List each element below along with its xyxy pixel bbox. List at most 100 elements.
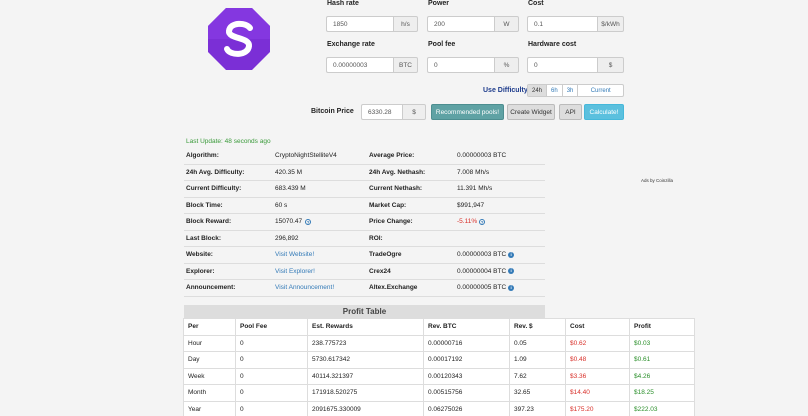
info-row: Explorer: Visit Explorer! Crex24 0.00000…	[184, 264, 545, 280]
hash-rate-group: 1850 h/s	[326, 16, 418, 32]
current-nethash-value: 11.391 Mh/s	[457, 185, 493, 193]
cost-label: Cost	[528, 0, 544, 7]
cell-rev-btc: 0.00120343	[423, 367, 510, 385]
block-time-label: Block Time:	[186, 201, 223, 209]
hardware-cost-unit: $	[597, 57, 624, 73]
cell-profit: $0.03	[629, 334, 695, 352]
algorithm-value: CryptoNightStelliteV4	[275, 152, 337, 160]
avg-difficulty-value: 420.35 M	[275, 168, 303, 176]
crex24-label: Crex24	[369, 267, 391, 275]
info-icon[interactable]: i	[508, 268, 515, 275]
profit-table-title: Profit Table	[184, 305, 545, 318]
cell-rev-usd: 1.09	[509, 351, 566, 369]
cell-pool-fee: 0	[235, 384, 308, 402]
calculate-button[interactable]: Calculate!	[584, 104, 624, 120]
cell-per: Hour	[183, 334, 236, 352]
use-difficulty-label: Use Difficulty	[483, 87, 528, 94]
cell-per: Week	[183, 367, 236, 385]
difficulty-option-current[interactable]: Current	[590, 87, 611, 94]
cell-rev-btc: 0.06275026	[423, 400, 510, 416]
col-est-rewards: Est. Rewards	[307, 318, 424, 336]
average-price-value: 0.00000003 BTC	[457, 152, 507, 160]
pool-fee-group: 0 %	[427, 57, 519, 73]
info-row: Announcement: Visit Announcement! Altex.…	[184, 280, 545, 297]
cell-rev-btc: 0.00515756	[423, 384, 510, 402]
hardware-cost-group: 0 $	[527, 57, 624, 73]
table-row: Hour 0 238.775723 0.00000716 0.05 $0.62 …	[183, 334, 695, 352]
bitcoin-price-input[interactable]: 6330.28	[361, 104, 402, 120]
crex24-value: 0.00000004 BTC	[457, 267, 507, 275]
price-change-value: -5.11%	[457, 218, 478, 226]
cell-pool-fee: 0	[235, 334, 308, 352]
coin-info-grid: Algorithm: CryptoNightStelliteV4 Average…	[184, 148, 545, 297]
average-price-label: Average Price:	[369, 152, 415, 160]
website-link[interactable]: Visit Website!	[275, 251, 315, 259]
difficulty-option-3h[interactable]: 3h	[563, 85, 579, 96]
cell-rev-usd: 32.65	[509, 384, 566, 402]
pool-fee-label: Pool fee	[428, 41, 456, 48]
power-group: 200 W	[427, 16, 519, 32]
cell-rev-btc: 0.00017192	[423, 351, 510, 369]
cost-input[interactable]: 0.1	[527, 16, 597, 32]
explorer-link[interactable]: Visit Explorer!	[275, 267, 315, 275]
info-row: Block Reward: 15070.47 ? Price Change: -…	[184, 214, 545, 231]
cell-cost: $175.20	[565, 400, 630, 416]
question-icon[interactable]: ?	[479, 218, 486, 225]
info-row: Current Difficulty: 683.439 M Current Ne…	[184, 181, 545, 198]
info-icon[interactable]: i	[508, 251, 515, 258]
exchange-rate-group: 0.00000003 BTC	[326, 57, 418, 73]
power-unit: W	[494, 16, 519, 32]
table-row: Year 0 2091675.330009 0.06275026 397.23 …	[183, 400, 695, 416]
coin-logo-icon	[208, 8, 270, 70]
api-button[interactable]: API	[559, 104, 582, 120]
cell-per: Month	[183, 384, 236, 402]
exchange-rate-input[interactable]: 0.00000003	[326, 57, 393, 73]
info-row: Last Block: 296,892 ROI:	[184, 231, 545, 247]
exchange-rate-label: Exchange rate	[327, 41, 375, 48]
cell-est-rewards: 40114.321397	[307, 367, 424, 385]
algorithm-label: Algorithm:	[186, 152, 219, 160]
current-difficulty-label: Current Difficulty:	[186, 185, 242, 193]
last-update-text: Last Update: 48 seconds ago	[186, 138, 271, 145]
current-nethash-label: Current Nethash:	[369, 185, 423, 193]
difficulty-option-24h[interactable]: 24h	[528, 85, 548, 96]
tradeogre-value: 0.00000003 BTC	[457, 251, 507, 259]
announcement-link[interactable]: Visit Announcement!	[275, 284, 335, 292]
power-input[interactable]: 200	[427, 16, 494, 32]
info-row: Algorithm: CryptoNightStelliteV4 Average…	[184, 148, 545, 165]
altex-value: 0.00000005 BTC	[457, 284, 507, 292]
cell-rev-btc: 0.00000716	[423, 334, 510, 352]
cell-pool-fee: 0	[235, 351, 308, 369]
question-icon[interactable]: ?	[305, 218, 312, 225]
website-label: Website:	[186, 251, 213, 259]
hash-rate-input[interactable]: 1850	[326, 16, 393, 32]
cell-est-rewards: 5730.617342	[307, 351, 424, 369]
cell-rev-usd: 397.23	[509, 400, 566, 416]
create-widget-button[interactable]: Create Widget	[507, 104, 555, 120]
recommended-pools-button[interactable]: Recommended pools!	[431, 104, 504, 120]
info-icon[interactable]: i	[508, 284, 515, 291]
pool-fee-input[interactable]: 0	[427, 57, 494, 73]
profit-table: Per Pool Fee Est. Rewards Rev. BTC Rev. …	[183, 318, 695, 416]
cell-cost: $14.40	[565, 384, 630, 402]
hash-rate-label: Hash rate	[327, 0, 359, 7]
info-row: Website: Visit Website! TradeOgre 0.0000…	[184, 247, 545, 264]
avg-difficulty-label: 24h Avg. Difficulty:	[186, 168, 245, 176]
last-block-value: 296,892	[275, 234, 299, 242]
cell-cost: $0.62	[565, 334, 630, 352]
altex-label: Altex.Exchange	[369, 284, 418, 292]
difficulty-option-6h[interactable]: 6h	[547, 85, 563, 96]
explorer-label: Explorer:	[186, 267, 215, 275]
cell-cost: $0.48	[565, 351, 630, 369]
market-cap-value: $991,947	[457, 201, 485, 209]
block-time-value: 60 s	[275, 201, 288, 209]
ads-label: Ads by Coinzilla	[641, 178, 674, 183]
info-row: 24h Avg. Difficulty: 420.35 M 24h Avg. N…	[184, 165, 545, 181]
cell-rev-usd: 7.62	[509, 367, 566, 385]
cost-unit: $/kWh	[597, 16, 624, 32]
avg-nethash-value: 7.008 Mh/s	[457, 168, 490, 176]
hardware-cost-input[interactable]: 0	[527, 57, 597, 73]
last-block-label: Last Block:	[186, 234, 222, 242]
cell-per: Year	[183, 400, 236, 416]
cell-pool-fee: 0	[235, 367, 308, 385]
